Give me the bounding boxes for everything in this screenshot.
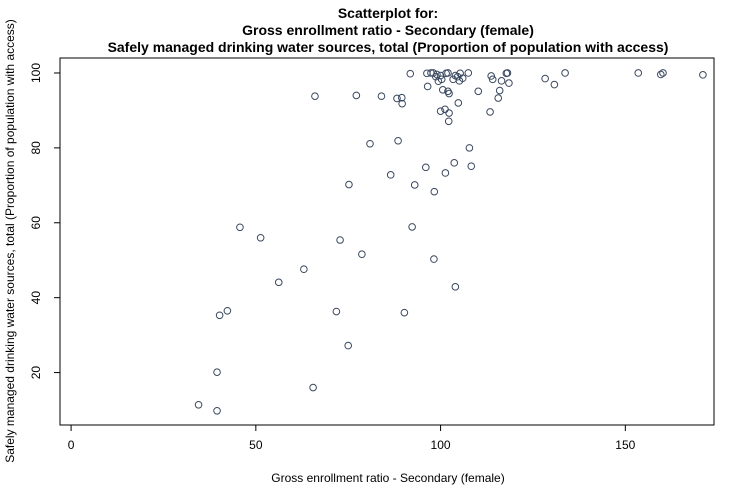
data-point xyxy=(393,94,401,103)
data-point xyxy=(454,99,463,107)
data-point xyxy=(410,181,419,189)
x-axis: 0 50 100 150 xyxy=(68,425,636,452)
data-point xyxy=(358,250,366,259)
data-point xyxy=(274,278,283,287)
data-point xyxy=(309,383,317,392)
data-point xyxy=(236,223,244,232)
data-point xyxy=(444,69,452,77)
data-point xyxy=(467,162,476,171)
data-point xyxy=(215,311,224,320)
y-tick-label: 20 xyxy=(29,366,43,380)
data-point xyxy=(400,308,409,317)
x-axis-label: Gross enrollment ratio - Secondary (fema… xyxy=(271,471,504,485)
data-point xyxy=(495,86,504,95)
data-point xyxy=(344,341,353,350)
data-point xyxy=(300,265,308,274)
data-point xyxy=(505,79,513,87)
data-point xyxy=(430,187,439,196)
data-point xyxy=(194,400,203,409)
data-point xyxy=(213,406,221,415)
data-point xyxy=(408,223,416,231)
data-point xyxy=(444,117,453,126)
data-point xyxy=(699,71,707,79)
data-point xyxy=(550,80,559,89)
data-point xyxy=(541,74,549,83)
data-point xyxy=(464,69,473,77)
data-point xyxy=(386,171,395,179)
data-point xyxy=(213,368,221,376)
x-tick-label: 50 xyxy=(249,438,263,452)
data-point xyxy=(397,93,406,102)
y-axis: 20 40 60 80 100 xyxy=(29,63,60,380)
data-point xyxy=(406,69,415,78)
data-point xyxy=(497,77,506,85)
data-point xyxy=(332,307,341,316)
data-point xyxy=(487,72,495,80)
data-point xyxy=(659,69,667,77)
data-point xyxy=(366,139,374,148)
chart-title-line-2: Gross enrollment ratio - Secondary (fema… xyxy=(242,22,534,38)
data-point xyxy=(451,283,460,291)
data-point xyxy=(445,89,453,98)
data-point xyxy=(488,75,497,84)
data-point xyxy=(634,69,643,77)
data-point xyxy=(438,86,447,94)
x-tick-label: 0 xyxy=(68,438,75,452)
data-point xyxy=(336,236,344,244)
data-point xyxy=(656,70,665,79)
data-point xyxy=(486,108,494,116)
data-point xyxy=(430,255,438,263)
data-point xyxy=(421,163,430,172)
data-point xyxy=(494,94,503,102)
data-point xyxy=(345,180,353,189)
data-point xyxy=(394,136,402,145)
data-point xyxy=(429,69,437,77)
data-point xyxy=(458,74,467,83)
data-point xyxy=(423,82,432,91)
data-point xyxy=(436,107,445,115)
data-point xyxy=(398,99,406,108)
x-tick-label: 150 xyxy=(615,438,635,452)
data-point xyxy=(561,69,569,77)
data-point xyxy=(437,75,446,84)
plot-frame xyxy=(59,57,715,426)
y-tick-label: 60 xyxy=(29,216,43,230)
data-point xyxy=(474,87,483,96)
y-tick-label: 80 xyxy=(29,141,43,155)
data-point xyxy=(311,92,319,100)
y-axis-label: Safely managed drinking water sources, t… xyxy=(3,19,17,463)
y-tick-label: 40 xyxy=(29,291,43,305)
data-point xyxy=(377,92,386,100)
data-point xyxy=(503,69,512,77)
data-point xyxy=(256,233,265,242)
chart-title-line-1: Scatterplot for: xyxy=(338,5,438,21)
data-point xyxy=(441,169,450,177)
y-tick-label: 100 xyxy=(29,63,43,83)
data-point xyxy=(352,91,361,100)
data-point xyxy=(223,306,232,315)
x-tick-label: 100 xyxy=(431,438,451,452)
data-points xyxy=(194,69,707,415)
data-point xyxy=(450,159,459,167)
chart-title-line-3: Safely managed drinking water sources, t… xyxy=(108,39,669,55)
data-point xyxy=(441,105,449,114)
data-point xyxy=(465,144,474,152)
data-point xyxy=(445,109,453,117)
